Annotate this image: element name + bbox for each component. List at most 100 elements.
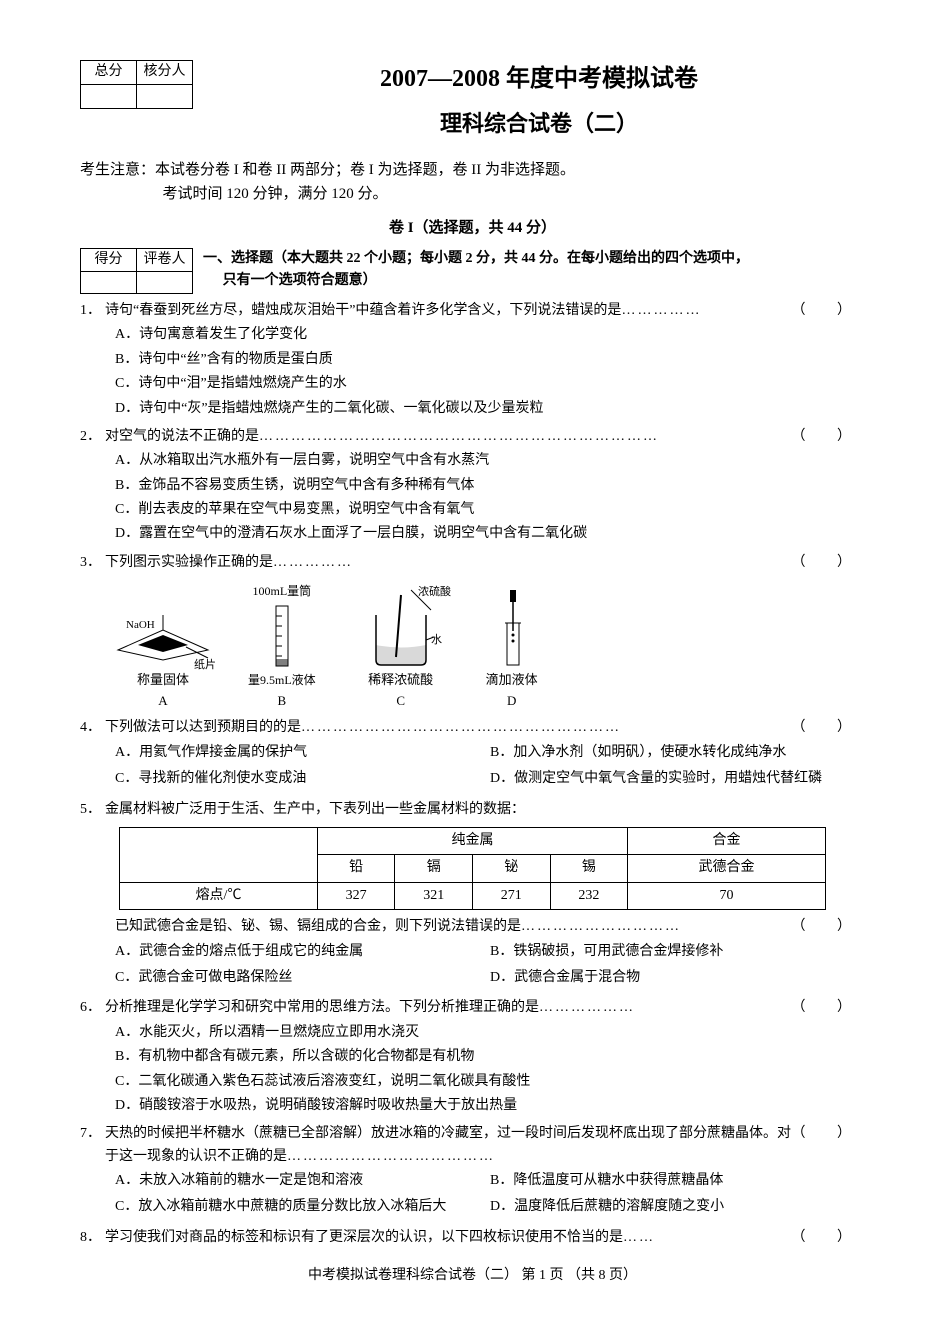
q5-stem: 金属材料被广泛用于生活、生产中，下表列出一些金属材料的数据：	[105, 799, 865, 821]
q7-dots: …………………………………	[287, 1149, 495, 1164]
q2-opt-d: D．露置在空气中的澄清石灰水上面浮了一层白膜，说明空气中含有二氧化碳	[115, 523, 865, 545]
q3-paren: （ ）	[792, 552, 866, 574]
question-6: 6． 分析推理是化学学习和研究中常用的思维方法。下列分析推理正确的是…………………	[80, 997, 865, 1117]
q5-options: A．武德合金的熔点低于组成它的纯金属 B．铁锅破损，可用武德合金焊接修补 C．武…	[115, 939, 865, 992]
q2-options: A．从冰箱取出汽水瓶外有一层白雾，说明空气中含有水蒸汽 B．金饰品不容易变质生锈…	[115, 450, 865, 546]
q7-opt-c: C．放入冰箱前糖水中蔗糖的质量分数比放入冰箱后大	[115, 1196, 490, 1218]
q7-paren: （ ）	[792, 1123, 866, 1168]
section-description: 一、选择题（本大题共 22 个小题；每小题 2 分，共 44 分。在每小题给出的…	[203, 248, 749, 293]
notice-line-1: 考生注意：本试卷分卷 I 和卷 II 两部分；卷 I 为选择题，卷 II 为非选…	[80, 158, 865, 182]
score-total-cell	[81, 85, 137, 109]
q5-paren: （ ）	[792, 916, 866, 938]
q2-paren: （ ）	[792, 426, 866, 448]
q5-opt-d: D．武德合金属于混合物	[490, 967, 865, 989]
q1-opt-d: D．诗句中“灰”是指蜡烛燃烧产生的二氧化碳、一氧化碳以及少量炭粒	[115, 398, 865, 420]
q4-opt-b: B．加入净水剂（如明矾），使硬水转化成纯净水	[490, 742, 865, 764]
notice-line-2: 考试时间 120 分钟，满分 120 分。	[163, 182, 866, 206]
q5-opt-c: C．武德合金可做电路保险丝	[115, 967, 490, 989]
q4-dots: ……………………………………………………	[301, 720, 621, 735]
q2-opt-c: C．削去表皮的苹果在空气中易变黑，说明空气中含有氧气	[115, 499, 865, 521]
q2-dots: …………………………………………………………………	[259, 429, 659, 444]
q3-diagram-d: 滴加液体 D	[486, 585, 538, 712]
title-sub: 理科综合试卷（二）	[80, 106, 865, 141]
q5-stem2: 已知武德合金是铅、铋、锡、镉组成的合金，则下列说法错误的是	[115, 919, 521, 934]
q2-stem: 对空气的说法不正确的是…………………………………………………………………	[105, 426, 792, 448]
q5-table: 纯金属 合金 铅 镉 铋 锡 武德合金 熔点/℃ 327 321 271 232…	[119, 827, 826, 910]
score-checker-cell	[137, 85, 193, 109]
q7-opt-a: A．未放入冰箱前的糖水一定是饱和溶液	[115, 1170, 490, 1192]
q5-dots: …………………………	[521, 919, 681, 934]
svg-text:纸片: 纸片	[194, 658, 216, 670]
q5-rowlabel: 熔点/℃	[120, 882, 318, 909]
svg-text:NaOH: NaOH	[126, 619, 155, 631]
q4-stem: 下列做法可以达到预期目的的是……………………………………………………	[105, 717, 792, 739]
q3-b-cyl: 100mL量筒	[248, 582, 316, 601]
q3-d-label: 滴加液体	[486, 670, 538, 691]
balance-icon: NaOH 纸片	[108, 600, 218, 670]
section-desc-2: 只有一个选项符合题意）	[223, 270, 749, 292]
q6-opt-c: C．二氧化碳通入紫色石蕊试液后溶液变红，说明二氧化碳具有酸性	[115, 1071, 865, 1093]
title-main: 2007—2008 年度中考模拟试卷	[80, 60, 865, 98]
q8-paren: （ ）	[792, 1227, 866, 1249]
svg-text:水: 水	[431, 633, 442, 646]
q3-stem-text: 下列图示实验操作正确的是	[105, 555, 273, 570]
q5-col-1: 镉	[395, 855, 473, 882]
question-2: 2． 对空气的说法不正确的是………………………………………………………………… …	[80, 426, 865, 546]
q4-options: A．用氦气作焊接金属的保护气 B．加入净水剂（如明矾），使硬水转化成纯净水 C．…	[115, 740, 865, 793]
q8-stem: 学习使我们对商品的标签和标识有了更深层次的认识，以下四枚标识使用不恰当的是……	[105, 1227, 792, 1249]
q1-opt-b: B．诗句中“丝”含有的物质是蛋白质	[115, 349, 865, 371]
q1-stem-a: 诗句“	[105, 303, 139, 318]
question-7: 7． 天热的时候把半杯糖水（蔗糖已全部溶解）放进冰箱的冷藏室，过一段时间后发现杯…	[80, 1123, 865, 1221]
q6-stem-text: 分析推理是化学学习和研究中常用的思维方法。下列分析推理正确的是	[105, 1000, 539, 1015]
q1-opt-a: A．诗句寓意着发生了化学变化	[115, 324, 865, 346]
q3-c-label: 稀释浓硫酸	[346, 670, 456, 691]
grader-box: 得分 评卷人	[80, 248, 193, 294]
q2-opt-a: A．从冰箱取出汽水瓶外有一层白雾，说明空气中含有水蒸汽	[115, 450, 865, 472]
q6-opt-a: A．水能灭火，所以酒精一旦燃烧应立即用水浇灭	[115, 1022, 865, 1044]
q3-a-label: 称量固体	[108, 670, 218, 691]
q7-num: 7．	[80, 1123, 101, 1168]
q5-val-1: 321	[395, 882, 473, 909]
q3-c-sub: C	[346, 691, 456, 712]
q6-paren: （ ）	[792, 997, 866, 1019]
q1-stem-b: ”中蕴含着许多化学含义，下列说法错误的是	[349, 303, 621, 318]
q5-val-4: 70	[628, 882, 826, 909]
q3-num: 3．	[80, 552, 101, 574]
q7-options: A．未放入冰箱前的糖水一定是饱和溶液 B．降低温度可从糖水中获得蔗糖晶体 C．放…	[115, 1168, 865, 1221]
q5-col-2: 铋	[473, 855, 551, 882]
q6-dots: ………………	[539, 1000, 635, 1015]
q1-dots: ……………	[621, 303, 701, 318]
q5-val-0: 327	[317, 882, 395, 909]
q8-dots: ……	[623, 1230, 655, 1245]
question-8: 8． 学习使我们对商品的标签和标识有了更深层次的认识，以下四枚标识使用不恰当的是…	[80, 1227, 865, 1249]
beaker-icon: 浓硫酸 水	[346, 585, 456, 670]
q1-num: 1．	[80, 300, 101, 322]
cylinder-icon	[262, 601, 302, 671]
q2-num: 2．	[80, 426, 101, 448]
q5-col-0: 铅	[317, 855, 395, 882]
q3-diagrams: NaOH 纸片 称量固体 A 100mL量筒 量9.5mL液体 B	[108, 582, 865, 711]
section-header: 得分 评卷人 一、选择题（本大题共 22 个小题；每小题 2 分，共 44 分。…	[80, 248, 865, 294]
grader-name-label: 评卷人	[137, 248, 193, 271]
q1-stem: 诗句“春蚕到死丝方尽，蜡烛成灰泪始干”中蕴含着许多化学含义，下列说法错误的是………	[105, 300, 792, 322]
q3-diagram-b: 100mL量筒 量9.5mL液体 B	[248, 582, 316, 711]
q7-opt-d: D．温度降低后蔗糖的溶解度随之变小	[490, 1196, 865, 1218]
q5-val-3: 232	[550, 882, 628, 909]
q1-opt-c: C．诗句中“泪”是指蜡烛燃烧产生的水	[115, 373, 865, 395]
q8-stem-text: 学习使我们对商品的标签和标识有了更深层次的认识，以下四枚标识使用不恰当的是	[105, 1230, 623, 1245]
q1-poem: 春蚕到死丝方尽，蜡烛成灰泪始干	[139, 303, 349, 318]
q4-stem-text: 下列做法可以达到预期目的的是	[105, 720, 301, 735]
q5-col-4: 武德合金	[628, 855, 826, 882]
section-title: 卷 I（选择题，共 44 分）	[80, 216, 865, 240]
question-4: 4． 下列做法可以达到预期目的的是…………………………………………………… （ …	[80, 717, 865, 792]
q2-opt-b: B．金饰品不容易变质生锈，说明空气中含有多种稀有气体	[115, 475, 865, 497]
exam-notice: 考生注意：本试卷分卷 I 和卷 II 两部分；卷 I 为选择题，卷 II 为非选…	[80, 158, 865, 206]
q3-a-sub: A	[108, 691, 218, 712]
q6-opt-b: B．有机物中都含有碳元素，所以含碳的化合物都是有机物	[115, 1046, 865, 1068]
grader-name-cell	[137, 271, 193, 293]
q4-opt-c: C．寻找新的催化剂使水变成油	[115, 768, 490, 790]
dropper-icon	[487, 585, 537, 670]
question-5: 5． 金属材料被广泛用于生活、生产中，下表列出一些金属材料的数据： 纯金属 合金…	[80, 799, 865, 992]
q3-diagram-c: 浓硫酸 水 稀释浓硫酸 C	[346, 585, 456, 712]
q7-stem: 天热的时候把半杯糖水（蔗糖已全部溶解）放进冰箱的冷藏室，过一段时间后发现杯底出现…	[105, 1123, 792, 1168]
